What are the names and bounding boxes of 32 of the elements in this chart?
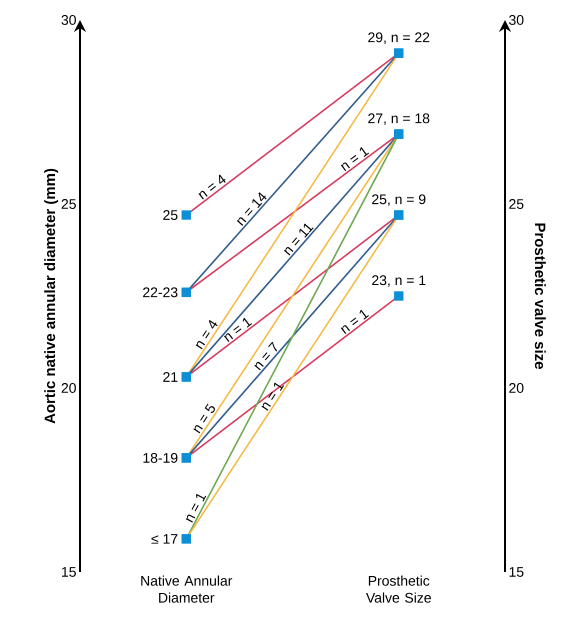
text: n = 4 bbox=[196, 320, 218, 350]
y2-axis-title: Prosthetic valve size bbox=[534, 223, 546, 369]
annotation: 18-19 bbox=[143, 452, 178, 463]
text: n = 11 bbox=[284, 224, 314, 256]
text: n = 1 bbox=[340, 310, 369, 334]
y2-tick-label: 15 bbox=[510, 567, 524, 577]
annotation: 21 bbox=[163, 372, 178, 382]
annotation: 27, n = 18 bbox=[368, 113, 430, 125]
y2-tick-label: 25 bbox=[509, 199, 524, 209]
annotation: 29, n = 22 bbox=[368, 32, 430, 44]
annotation: 25 bbox=[163, 210, 178, 220]
annotation: 23, n = 1 bbox=[372, 275, 426, 287]
y-tick-label: 30 bbox=[61, 15, 76, 25]
y2-tick-label: 30 bbox=[509, 15, 524, 25]
x-tick-label: Prosthetic Valve Size bbox=[366, 576, 431, 603]
text: n = 5 bbox=[193, 404, 215, 434]
text: n = 7 bbox=[254, 342, 278, 370]
y2-tick-label: 20 bbox=[509, 383, 524, 393]
x-tick-label: Native Annular Diameter bbox=[141, 576, 232, 603]
annotation: 25, n = 9 bbox=[372, 194, 426, 206]
y-tick-label: 15 bbox=[62, 567, 76, 577]
y-tick-label: 20 bbox=[62, 383, 76, 393]
text: n = 4 bbox=[198, 174, 226, 200]
annotation: 22-23 bbox=[143, 287, 178, 298]
y-axis-title: Aortic native annular diameter (mm) bbox=[44, 168, 58, 424]
annotation: ≤ 17 bbox=[151, 534, 178, 544]
y-tick-label: 25 bbox=[62, 199, 76, 209]
text: n = 1 bbox=[186, 494, 206, 523]
text: n = 14 bbox=[236, 192, 267, 226]
text: n = 1 bbox=[340, 147, 370, 172]
text: n = 1 bbox=[224, 318, 252, 342]
text: n = 1 bbox=[262, 382, 284, 411]
